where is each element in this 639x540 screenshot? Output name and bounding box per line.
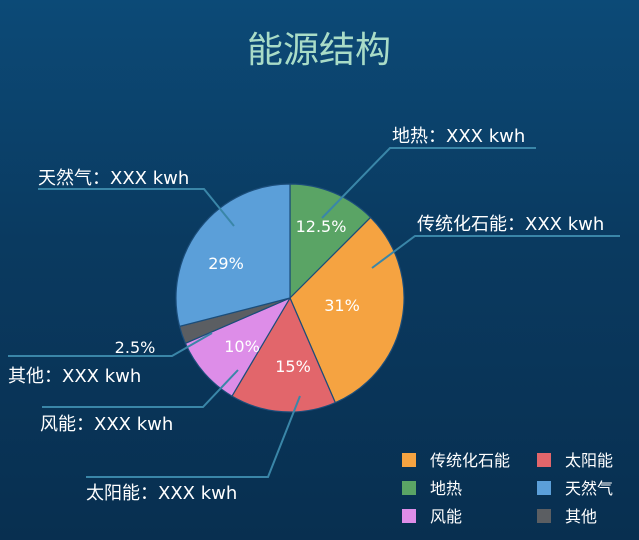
callout-label: 风能：XXX kwh [40,414,173,435]
callout-label: 其他：XXX kwh [8,366,141,387]
callout-label: 传统化石能：XXX kwh [417,214,604,235]
legend-label: 传统化石能 [430,451,510,470]
chart-title: 能源结构 [247,30,391,71]
callout-leader-line [321,147,536,219]
legend-label: 天然气 [565,479,613,498]
pie-slice-2 [231,296,337,413]
pie-slice-3 [184,296,292,397]
slice-percent-label: 12.5% [296,217,347,236]
pie-slice-0 [289,183,372,300]
callout-label: 太阳能：XXX kwh [86,483,237,504]
legend-label: 风能 [430,507,462,526]
slice-percent-label: 31% [324,296,360,315]
slice-percent-label: 2.5% [115,338,156,357]
legend-swatch [537,509,551,523]
callout-leader-line [86,395,301,478]
callout-label: 地热：XXX kwh [392,126,525,147]
legend-label: 地热 [430,479,462,498]
legend-swatch [402,481,416,495]
pie-slices: 12.5% 31% 15% 10% 29% [175,183,405,413]
legend-label: 其他 [565,507,597,526]
legend-swatch [537,453,551,467]
legend-swatch [537,481,551,495]
legend-label: 太阳能 [565,451,613,470]
callout-leader-line [8,332,213,357]
callout-leader-line [42,369,239,408]
legend-swatch [402,453,416,467]
pie-slice-1 [289,216,405,404]
pie-slice-5 [175,183,291,328]
callout-leader-line [371,235,620,269]
callout-leader-line [38,188,235,227]
slice-percent-label: 10% [224,337,260,356]
slice-percent-label: 29% [208,254,244,273]
slice-percent-label: 15% [275,357,311,376]
legend-swatch [402,509,416,523]
callout-labels: 地热：XXX kwh 传统化石能：XXX kwh 太阳能：XXX kwh 风能：XXX… [8,126,620,504]
callout-label: 天然气：XXX kwh [38,168,189,189]
